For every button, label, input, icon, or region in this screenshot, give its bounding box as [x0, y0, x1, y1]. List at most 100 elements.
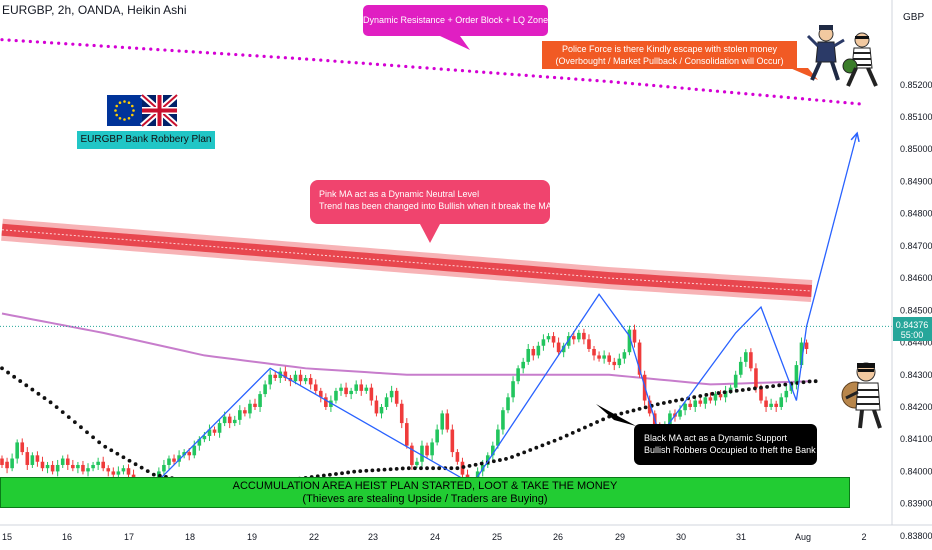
resistance-dot — [467, 69, 472, 73]
resistance-dot — [113, 45, 117, 49]
candle-body — [622, 352, 627, 359]
resistance-dot — [361, 61, 365, 65]
black-ma-dot — [352, 469, 357, 474]
resistance-dot — [85, 43, 89, 47]
candle-body — [399, 403, 404, 424]
candle-body — [25, 452, 30, 465]
candle-body — [733, 374, 738, 388]
black-ma-dot — [388, 467, 393, 472]
resistance-dot — [446, 68, 450, 72]
eu-star — [123, 100, 126, 103]
candle-body — [207, 429, 212, 436]
black-ma-dot — [807, 379, 812, 384]
resistance-dot — [552, 75, 557, 80]
resistance-dot — [503, 72, 507, 76]
candle-body — [192, 445, 197, 456]
candle-body — [506, 397, 510, 411]
candle-body — [546, 336, 551, 340]
candle-body — [60, 458, 65, 465]
candle-body — [253, 403, 257, 407]
resistance-dot — [489, 71, 493, 75]
trend-arrowhead — [850, 131, 860, 143]
resistance-dot — [744, 92, 748, 96]
black-ma-dot — [85, 430, 89, 435]
resistance-dot — [92, 43, 96, 48]
black-ma-dot — [327, 472, 332, 477]
candle-body — [420, 445, 424, 462]
resistance-dot — [134, 46, 139, 50]
candle-body — [561, 345, 566, 353]
black-ma-dot — [103, 444, 108, 449]
candle-body — [273, 374, 278, 378]
resistance-dot — [170, 48, 174, 53]
candle-body — [784, 390, 789, 398]
eu-star — [130, 113, 134, 117]
black-ma-dot — [400, 466, 405, 471]
resistance-dot — [623, 81, 627, 85]
black-ma-dot — [0, 366, 4, 371]
resistance-dot — [560, 76, 564, 80]
candle-body — [71, 464, 75, 469]
candle-body — [293, 374, 298, 382]
price-tick-label: 0.85200 — [900, 80, 932, 90]
candle-body — [536, 345, 541, 356]
police-callout: Police Force is there Kindly escape with… — [542, 41, 797, 69]
candle-body — [121, 468, 126, 472]
resistance-dot — [779, 95, 783, 99]
price-tick-label: 0.84900 — [900, 176, 932, 186]
resistance-dot — [156, 47, 160, 52]
black-ma-dot — [783, 382, 788, 387]
candle-body — [754, 368, 758, 388]
resistance-dot — [411, 65, 415, 69]
black-ma-dot — [589, 422, 593, 427]
time-tick-label: Aug — [795, 532, 811, 542]
candle-body — [35, 455, 40, 462]
candle-body — [410, 445, 414, 465]
time-tick-label: 2 — [861, 532, 866, 542]
black-ma-dot — [740, 388, 745, 392]
resistance-dot — [0, 38, 4, 42]
police-callout-line2: (Overbought / Market Pullback / Consolid… — [555, 56, 784, 66]
candlesticks — [0, 324, 809, 503]
pink-ma-band — [1, 218, 813, 302]
resistance-dot — [241, 53, 245, 57]
time-tick-label: 16 — [62, 532, 72, 542]
candle-body — [202, 435, 207, 440]
resistance-dot — [850, 101, 854, 105]
resistance-dot — [425, 66, 429, 70]
black-ma-dot — [72, 420, 77, 425]
candle-body — [0, 458, 4, 465]
black-ma-dot — [115, 451, 120, 456]
candle-body — [799, 342, 804, 366]
last-price-value: 0.84376 — [896, 320, 929, 330]
candle-body — [738, 361, 743, 375]
candle-body — [632, 329, 637, 343]
candle-body — [415, 461, 419, 465]
black-ma-dot — [595, 420, 599, 424]
price-tick-label: 0.84600 — [900, 273, 932, 283]
resistance-dot — [680, 86, 684, 90]
candle-body — [86, 468, 90, 472]
resistance-dot — [205, 51, 210, 55]
black-ma-dot — [716, 391, 721, 395]
resistance-dot — [142, 47, 146, 51]
black-ma-dot — [704, 392, 709, 397]
candle-body — [116, 471, 121, 475]
resistance-dot — [524, 73, 528, 77]
resistance-dot — [637, 82, 642, 86]
candle-body — [521, 361, 525, 369]
resistance-dot — [616, 80, 620, 84]
time-axis-ticks[interactable]: 15 16 17 18 19 22 23 24 25 26 29 30 31 Aug 2 — [2, 532, 867, 542]
price-tick-label: 0.85000 — [900, 144, 932, 154]
price-tick-label: 0.84000 — [900, 466, 932, 476]
candle-body — [592, 348, 596, 356]
black-ma-dot — [91, 435, 95, 440]
resistance-dot — [198, 50, 202, 54]
currency-label[interactable]: GBP — [903, 12, 925, 23]
resistance-dot — [730, 90, 734, 95]
candle-body — [394, 390, 399, 404]
price-axis-ticks[interactable]: 0.85200 0.85100 0.85000 0.84900 0.84800 0.847… — [900, 80, 932, 541]
black-ma-dot — [813, 379, 818, 384]
candle-body — [435, 429, 439, 443]
